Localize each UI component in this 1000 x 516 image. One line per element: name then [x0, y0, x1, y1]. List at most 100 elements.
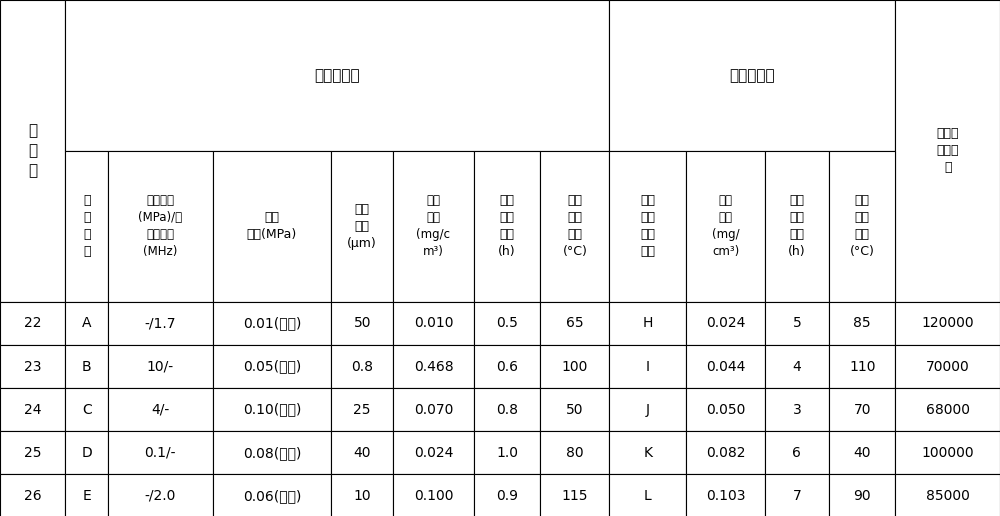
Bar	[540, 474, 609, 516]
Text: 0.01(氮气): 0.01(氮气)	[243, 316, 301, 330]
Text: 4/-: 4/-	[151, 402, 169, 416]
Bar	[829, 431, 895, 474]
Bar	[213, 431, 331, 474]
Bar	[65, 345, 108, 388]
Text: H: H	[643, 316, 653, 330]
Bar	[108, 151, 213, 302]
Text: 24: 24	[24, 402, 41, 416]
Text: 26: 26	[24, 489, 41, 503]
Text: -/1.7: -/1.7	[145, 316, 176, 330]
Text: 0.8: 0.8	[496, 402, 518, 416]
Bar	[65, 431, 108, 474]
Text: 0.070: 0.070	[414, 402, 453, 416]
Text: L: L	[644, 489, 652, 503]
Text: 载气
压力(MPa): 载气 压力(MPa)	[247, 212, 297, 241]
Text: 产物重
均分子
量: 产物重 均分子 量	[936, 127, 959, 174]
Bar	[686, 388, 765, 431]
Text: 0.1/-: 0.1/-	[145, 446, 176, 460]
Bar	[65, 474, 108, 516]
Bar	[895, 431, 1000, 474]
Text: 6: 6	[792, 446, 801, 460]
Text: 100000: 100000	[921, 446, 974, 460]
Bar	[474, 431, 540, 474]
Text: 40: 40	[353, 446, 371, 460]
Bar	[331, 302, 393, 345]
Text: 0.024: 0.024	[414, 446, 453, 460]
Text: C: C	[82, 402, 92, 416]
Text: 聚合
反应
温度
(°C): 聚合 反应 温度 (°C)	[562, 195, 587, 259]
Bar	[474, 345, 540, 388]
Bar	[609, 151, 686, 302]
Text: 0.5: 0.5	[496, 316, 518, 330]
Text: 0.6: 0.6	[496, 360, 518, 374]
Text: -/2.0: -/2.0	[145, 489, 176, 503]
Bar	[765, 474, 829, 516]
Text: 二次
加入
聚合
原料: 二次 加入 聚合 原料	[640, 195, 655, 259]
Bar	[331, 151, 393, 302]
Text: 第一级聚合: 第一级聚合	[314, 68, 360, 83]
Bar	[895, 345, 1000, 388]
Text: 聚
合
原
料: 聚 合 原 料	[83, 195, 90, 259]
Bar	[686, 474, 765, 516]
Bar	[686, 345, 765, 388]
Text: D: D	[81, 446, 92, 460]
Bar	[0, 345, 65, 388]
Text: 0.050: 0.050	[706, 402, 745, 416]
Text: 0.100: 0.100	[414, 489, 453, 503]
Bar	[829, 151, 895, 302]
Text: 10: 10	[353, 489, 371, 503]
Text: 115: 115	[562, 489, 588, 503]
Text: 70: 70	[853, 402, 871, 416]
Text: 90: 90	[853, 489, 871, 503]
Text: 0.06(氮气): 0.06(氮气)	[243, 489, 301, 503]
Text: 22: 22	[24, 316, 41, 330]
Bar	[686, 151, 765, 302]
Bar	[65, 388, 108, 431]
Text: 0.10(氮气): 0.10(氮气)	[243, 402, 301, 416]
Bar	[609, 388, 686, 431]
Bar	[213, 388, 331, 431]
Bar	[765, 388, 829, 431]
Bar	[108, 345, 213, 388]
Bar	[393, 431, 474, 474]
Bar	[65, 302, 108, 345]
Bar	[895, 302, 1000, 345]
Bar	[540, 151, 609, 302]
Text: 25: 25	[24, 446, 41, 460]
Text: 喷雾压力
(MPa)/超
声波频率
(MHz): 喷雾压力 (MPa)/超 声波频率 (MHz)	[138, 195, 182, 259]
Bar	[108, 474, 213, 516]
Text: 85000: 85000	[926, 489, 970, 503]
Text: 0.024: 0.024	[706, 316, 745, 330]
Bar	[609, 431, 686, 474]
Bar	[609, 345, 686, 388]
Bar	[213, 302, 331, 345]
Bar	[213, 345, 331, 388]
Bar	[65, 151, 108, 302]
Bar	[331, 345, 393, 388]
Text: 10/-: 10/-	[147, 360, 174, 374]
Text: E: E	[82, 489, 91, 503]
Text: 0.010: 0.010	[414, 316, 453, 330]
Bar	[213, 151, 331, 302]
Text: 23: 23	[24, 360, 41, 374]
Text: 5: 5	[793, 316, 801, 330]
Bar	[609, 302, 686, 345]
Bar	[474, 388, 540, 431]
Bar	[0, 431, 65, 474]
Bar	[686, 431, 765, 474]
Text: 68000: 68000	[926, 402, 970, 416]
Bar	[474, 302, 540, 345]
Bar	[474, 151, 540, 302]
Bar	[895, 388, 1000, 431]
Text: 0.8: 0.8	[351, 360, 373, 374]
Text: 65: 65	[566, 316, 584, 330]
Text: B: B	[82, 360, 92, 374]
Text: 微粒
粒径
(μm): 微粒 粒径 (μm)	[347, 203, 377, 250]
Text: 微粒
密度
(mg/
cm³): 微粒 密度 (mg/ cm³)	[712, 195, 739, 259]
Bar	[540, 431, 609, 474]
Bar	[829, 474, 895, 516]
Text: J: J	[646, 402, 650, 416]
Text: 聚合
反应
时间
(h): 聚合 反应 时间 (h)	[498, 195, 516, 259]
Text: 120000: 120000	[921, 316, 974, 330]
Bar	[765, 431, 829, 474]
